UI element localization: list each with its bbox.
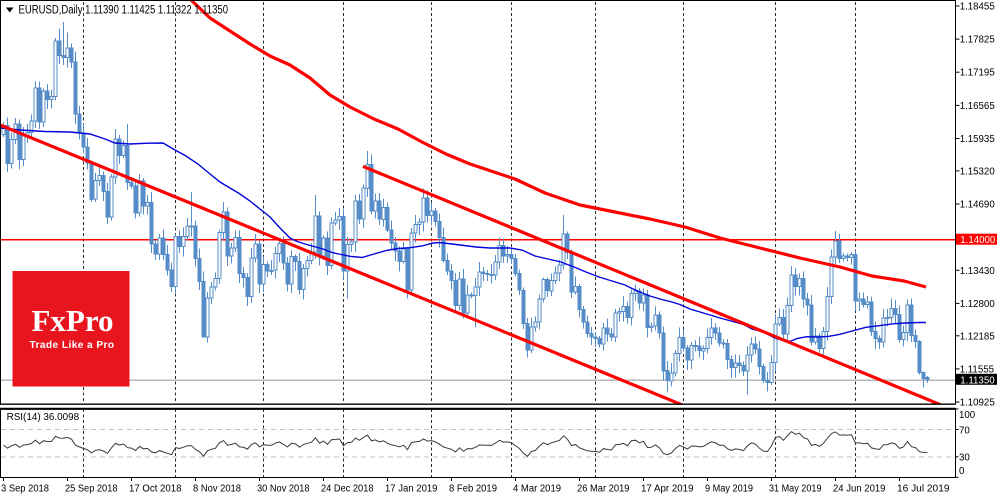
svg-text:1.12800: 1.12800 (960, 299, 996, 310)
svg-text:8 Feb 2019: 8 Feb 2019 (449, 483, 497, 494)
svg-text:31 May 2019: 31 May 2019 (769, 483, 822, 494)
svg-text:17 Apr 2019: 17 Apr 2019 (641, 483, 694, 494)
svg-text:9 May 2019: 9 May 2019 (705, 483, 753, 494)
svg-text:70: 70 (959, 425, 970, 436)
svg-text:3 Sep 2018: 3 Sep 2018 (1, 483, 49, 494)
svg-text:1.17825: 1.17825 (960, 35, 995, 46)
svg-text:Trade Like a Pro: Trade Like a Pro (29, 340, 114, 351)
svg-text:25 Sep 2018: 25 Sep 2018 (65, 483, 118, 494)
svg-text:RSI(14) 36.0098: RSI(14) 36.0098 (7, 412, 80, 423)
svg-text:30 Nov 2018: 30 Nov 2018 (257, 483, 310, 494)
svg-text:24 Jun 2019: 24 Jun 2019 (833, 483, 886, 494)
svg-text:17 Jan 2019: 17 Jan 2019 (385, 483, 438, 494)
svg-text:1.16565: 1.16565 (960, 101, 995, 112)
svg-text:1.18455: 1.18455 (960, 2, 995, 13)
svg-text:16 Jul 2019: 16 Jul 2019 (897, 483, 950, 494)
svg-text:30: 30 (959, 453, 970, 464)
svg-text:EURUSD,Daily 1.11390 1.11425 1: EURUSD,Daily 1.11390 1.11425 1.11322 1.1… (19, 3, 229, 17)
svg-text:24 Dec 2018: 24 Dec 2018 (321, 483, 374, 494)
svg-text:17 Oct 2018: 17 Oct 2018 (129, 483, 182, 494)
svg-text:1.15320: 1.15320 (960, 166, 996, 177)
svg-text:1.15935: 1.15935 (960, 134, 995, 145)
svg-text:1.11555: 1.11555 (960, 364, 994, 375)
svg-text:1.12185: 1.12185 (960, 331, 995, 342)
svg-text:0: 0 (959, 466, 965, 477)
svg-text:4 Mar 2019: 4 Mar 2019 (513, 483, 561, 494)
svg-text:100: 100 (959, 410, 976, 421)
svg-text:26 Mar 2019: 26 Mar 2019 (577, 483, 630, 494)
svg-text:1.14690: 1.14690 (960, 200, 996, 211)
svg-text:1.14000: 1.14000 (960, 235, 996, 246)
svg-text:1.17195: 1.17195 (960, 68, 995, 79)
svg-text:1.13430: 1.13430 (960, 266, 996, 277)
svg-text:FxPro: FxPro (31, 303, 113, 338)
svg-text:8 Nov 2018: 8 Nov 2018 (193, 483, 241, 494)
svg-text:1.11350: 1.11350 (960, 375, 995, 386)
svg-text:1.10925: 1.10925 (960, 398, 995, 409)
